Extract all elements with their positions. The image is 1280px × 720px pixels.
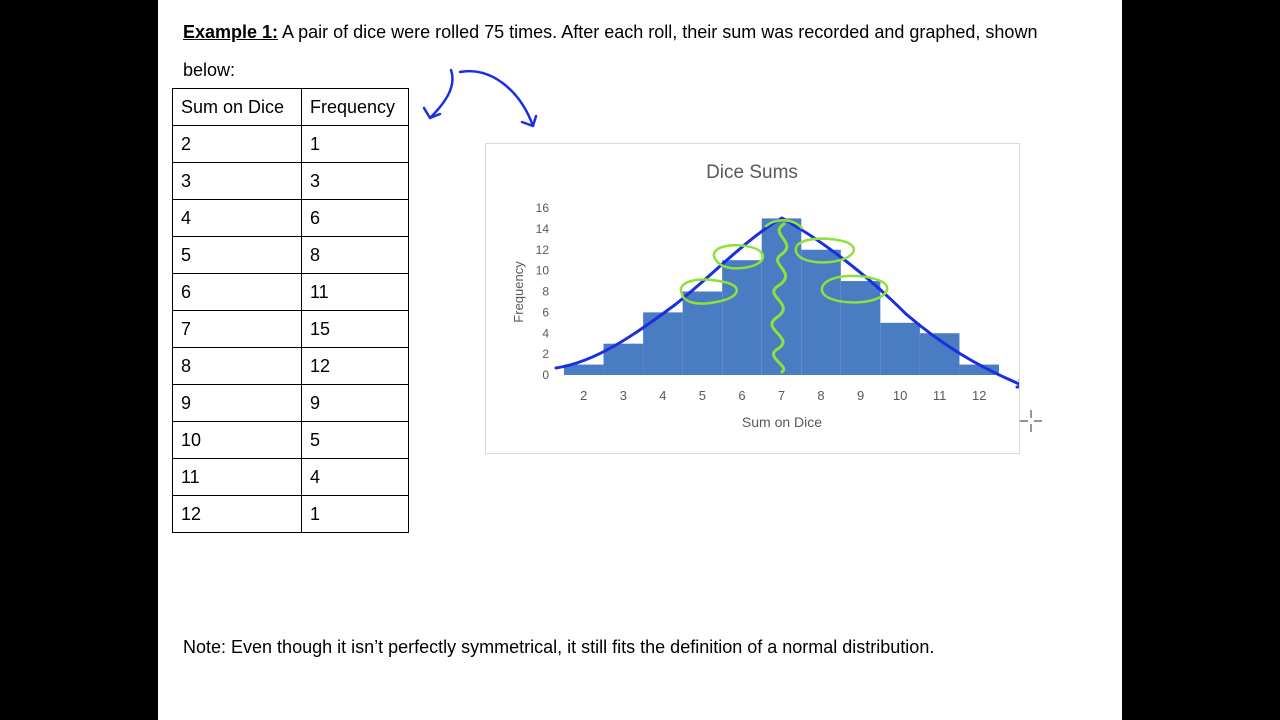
sum-cell: 5: [172, 236, 302, 274]
sum-cell: 8: [172, 347, 302, 385]
bar-circle: [794, 237, 856, 264]
frequency-cell: 11: [301, 273, 409, 311]
bar: [682, 291, 723, 375]
x-tick-label: 6: [738, 388, 745, 403]
bar: [959, 364, 999, 375]
y-tick-labels: 0 2 4 6 8 10 12 14 16: [536, 201, 550, 382]
table-row: 6 11: [172, 273, 409, 311]
y-tick-label: 14: [536, 222, 550, 236]
x-tick-label: 5: [699, 388, 706, 403]
frequency-cell: 6: [301, 199, 409, 237]
bar-series: [564, 218, 999, 375]
x-tick-label: 12: [972, 388, 986, 403]
bar: [643, 312, 683, 375]
bar: [840, 281, 881, 375]
y-axis-title: Frequency: [511, 261, 526, 323]
sum-cell: 10: [172, 421, 302, 459]
x-tick-label: 7: [778, 388, 785, 403]
sum-cell: 3: [172, 162, 302, 200]
center-scribble: [770, 222, 789, 374]
table-header-row: Sum on Dice Frequency: [172, 88, 409, 126]
frequency-cell: 9: [301, 384, 409, 422]
crosshair-cursor-icon: [1020, 410, 1042, 432]
bar: [801, 249, 841, 375]
bell-curve-sketch: [554, 216, 1019, 386]
sum-cell: 7: [172, 310, 302, 348]
example-text: A pair of dice were rolled 75 times. Aft…: [183, 22, 1038, 80]
x-tick-labels: 2 3 4 5 6 7 8 9 10 11 12: [580, 388, 986, 403]
y-tick-label: 0: [542, 368, 549, 382]
bar-circle: [712, 244, 765, 270]
center-scribble: [764, 219, 804, 230]
document-page: Example 1: A pair of dice were rolled 75…: [158, 0, 1122, 720]
chart-title: Dice Sums: [706, 162, 798, 183]
sum-cell: 9: [172, 384, 302, 422]
frequency-table: Sum on Dice Frequency 2 1 3 3 4 6 5 8 6 11 7 15 8 12 9…: [172, 88, 409, 533]
sum-cell: 11: [172, 458, 302, 496]
bar: [564, 364, 604, 375]
table-row: 10 5: [172, 421, 409, 459]
x-tick-label: 2: [580, 388, 587, 403]
table-row: 12 1: [172, 495, 409, 533]
x-axis-title: Sum on Dice: [742, 414, 822, 430]
sum-cell: 2: [172, 125, 302, 163]
example-heading: Example 1: A pair of dice were rolled 75…: [183, 13, 1083, 89]
y-tick-label: 6: [542, 305, 549, 319]
frequency-cell: 12: [301, 347, 409, 385]
bar: [722, 260, 762, 375]
frequency-cell: 5: [301, 421, 409, 459]
bar-circle: [679, 278, 738, 305]
example-label: Example 1:: [183, 22, 279, 42]
sum-cell: 6: [172, 273, 302, 311]
table-row: 11 4: [172, 458, 409, 496]
y-tick-label: 2: [542, 347, 549, 361]
bar-circle: [820, 274, 889, 304]
frequency-cell: 3: [301, 162, 409, 200]
column-header: Frequency: [301, 88, 409, 126]
sum-cell: 12: [172, 495, 302, 533]
handwritten-annotations: [554, 216, 1019, 389]
y-tick-label: 12: [536, 243, 550, 257]
frequency-cell: 4: [301, 458, 409, 496]
x-tick-label: 4: [659, 388, 666, 403]
frequency-cell: 1: [301, 495, 409, 533]
bar: [880, 322, 920, 375]
dice-sums-chart: Dice Sums Frequency Sum on Dice 2 3 4 5 6 7 8 9…: [511, 162, 1019, 430]
y-tick-label: 10: [536, 264, 550, 278]
frequency-cell: 1: [301, 125, 409, 163]
y-tick-label: 4: [542, 326, 549, 340]
table-body: 2 1 3 3 4 6 5 8 6 11 7 15 8 12 9 9 10 5 11 4 12 1: [172, 125, 409, 533]
y-tick-label: 8: [542, 285, 549, 299]
y-tick-label: 16: [536, 201, 550, 215]
note-text: Note: Even though it isn’t perfectly sym…: [183, 637, 935, 657]
x-tick-label: 9: [857, 388, 864, 403]
frequency-cell: 15: [301, 310, 409, 348]
x-tick-label: 11: [933, 388, 947, 403]
x-tick-label: 8: [817, 388, 824, 403]
table-row: 7 15: [172, 310, 409, 348]
sum-cell: 4: [172, 199, 302, 237]
x-tick-label: 3: [620, 388, 627, 403]
frequency-cell: 8: [301, 236, 409, 274]
chart-container: Dice Sums Frequency Sum on Dice 2 3 4 5 6 7 8 9…: [485, 143, 1020, 454]
table-row: 8 12: [172, 347, 409, 385]
x-tick-label: 10: [893, 388, 907, 403]
bar: [761, 218, 802, 375]
column-header: Sum on Dice: [172, 88, 302, 126]
